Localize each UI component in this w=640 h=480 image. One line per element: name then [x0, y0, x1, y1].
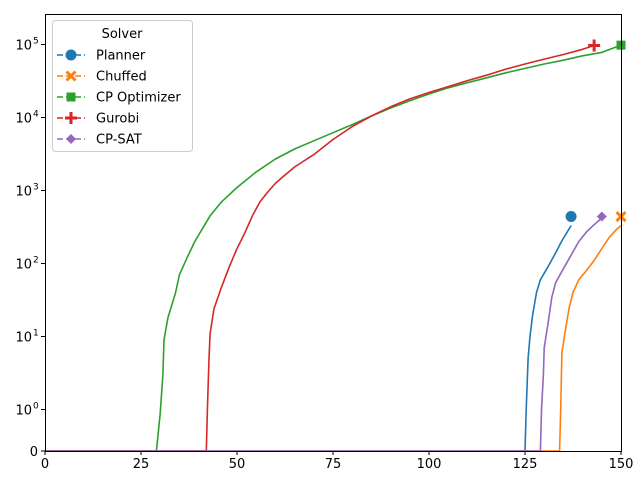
series-line-cp-sat [45, 217, 603, 452]
x-tick-label: 75 [325, 457, 342, 472]
legend-label-planner: Planner [96, 49, 146, 64]
y-tick-exponent: 1 [33, 329, 39, 339]
legend-marker-cp-sat [66, 134, 76, 144]
y-tick-label: 10 [15, 404, 32, 419]
legend-marker-chuffed [65, 70, 77, 82]
legend-marker-cp-optimizer [66, 92, 76, 102]
y-tick-label: 10 [15, 39, 32, 54]
y-tick-exponent: 3 [33, 183, 39, 193]
x-axis: 0 25 50 75 100 125 150 [41, 451, 634, 472]
legend-title: Solver [102, 27, 144, 42]
y-tick-label: 10 [15, 258, 32, 273]
y-tick-exponent: 0 [33, 402, 39, 412]
x-tick-label: 150 [609, 457, 634, 472]
y-tick-label: 0 [30, 445, 38, 460]
legend-label-cp-sat: CP-SAT [96, 133, 142, 148]
x-tick-label: 0 [41, 457, 49, 472]
series-line-gurobi [45, 44, 595, 452]
legend-label-gurobi: Gurobi [96, 112, 139, 127]
y-tick-exponent: 4 [33, 110, 39, 120]
series-marker-gurobi [588, 39, 601, 52]
y-tick-exponent: 5 [33, 37, 39, 47]
series-marker-cp-sat [596, 211, 607, 222]
y-tick-label: 10 [15, 185, 32, 200]
x-tick-label: 50 [229, 457, 246, 472]
legend-box [52, 20, 193, 152]
series-marker-planner [565, 211, 577, 223]
legend-marker-gurobi [65, 112, 77, 124]
legend-marker-planner [65, 49, 77, 61]
legend: Solver Planner Chuffed CP Optimizer Gurobi C… [52, 20, 193, 152]
y-tick-label: 10 [15, 112, 32, 127]
legend-label-cp-optimizer: CP Optimizer [96, 91, 181, 106]
legend-items: Planner Chuffed CP Optimizer Gurobi CP-SAT [57, 49, 181, 148]
legend-label-chuffed: Chuffed [96, 70, 147, 85]
y-tick-label: 10 [15, 331, 32, 346]
x-tick-label: 125 [513, 457, 538, 472]
series-line-planner [45, 225, 572, 452]
x-tick-label: 100 [417, 457, 442, 472]
x-tick-label: 25 [133, 457, 150, 472]
series-line-chuffed [45, 224, 622, 452]
y-tick-exponent: 2 [33, 256, 39, 266]
series-line-cp-optimizer [45, 44, 622, 452]
